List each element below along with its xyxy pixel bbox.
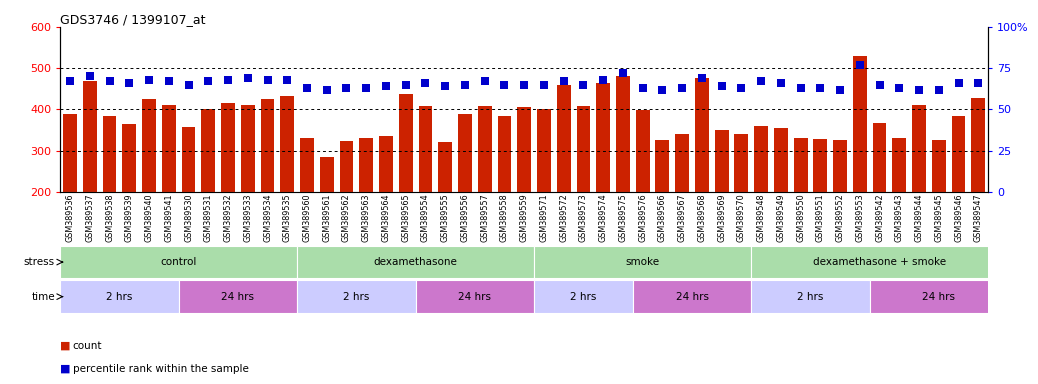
Bar [635,110,650,192]
Bar [122,124,136,192]
Text: control: control [161,257,197,267]
Bar [359,138,373,192]
Text: count: count [73,341,102,351]
Bar [320,157,333,192]
Bar [418,106,433,192]
Bar [379,136,393,192]
Text: GDS3746 / 1399107_at: GDS3746 / 1399107_at [60,13,206,26]
Bar [870,280,1008,313]
Text: percentile rank within the sample: percentile rank within the sample [73,364,248,374]
Bar [297,246,535,278]
Bar [537,109,551,192]
Bar [755,126,768,192]
Bar [477,106,492,192]
Bar [794,138,808,192]
Bar [162,105,175,192]
Bar [179,280,297,313]
Text: 24 hrs: 24 hrs [221,291,254,302]
Bar [535,280,633,313]
Bar [399,94,413,192]
Text: 2 hrs: 2 hrs [106,291,133,302]
Text: 2 hrs: 2 hrs [344,291,370,302]
Bar [497,116,512,192]
Bar [596,83,610,192]
Bar [60,246,297,278]
Bar [695,78,709,192]
Text: 24 hrs: 24 hrs [923,291,955,302]
Bar [280,96,294,192]
Bar [517,106,531,192]
Bar [241,105,254,192]
Bar [63,114,77,192]
Bar [834,141,847,192]
Text: time: time [31,291,55,302]
Bar [912,105,926,192]
Bar [932,141,946,192]
Bar [103,116,116,192]
Bar [735,134,748,192]
Bar [556,85,571,192]
Bar [415,280,535,313]
Bar [655,141,670,192]
Text: 2 hrs: 2 hrs [797,291,824,302]
Bar [60,280,179,313]
Bar [752,246,1008,278]
Bar [774,128,788,192]
Bar [893,138,906,192]
Text: ■: ■ [60,341,71,351]
Bar [576,106,591,192]
Text: smoke: smoke [626,257,660,267]
Bar [535,246,752,278]
Bar [952,116,965,192]
Bar [715,130,729,192]
Bar [853,56,867,192]
Bar [201,109,215,192]
Bar [182,127,195,192]
Bar [438,142,453,192]
Bar [676,134,689,192]
Bar [297,280,415,313]
Text: 2 hrs: 2 hrs [570,291,597,302]
Bar [616,76,630,192]
Bar [633,280,752,313]
Bar [221,103,235,192]
Bar [339,141,353,192]
Bar [752,280,870,313]
Text: 24 hrs: 24 hrs [676,291,709,302]
Text: stress: stress [24,257,55,267]
Bar [83,81,97,192]
Bar [458,114,472,192]
Bar [814,139,827,192]
Bar [261,99,274,192]
Text: dexamethasone: dexamethasone [374,257,458,267]
Bar [142,99,156,192]
Text: dexamethasone + smoke: dexamethasone + smoke [813,257,947,267]
Bar [972,98,985,192]
Bar [300,137,313,192]
Text: ■: ■ [60,364,71,374]
Bar [873,122,886,192]
Text: 24 hrs: 24 hrs [459,291,491,302]
